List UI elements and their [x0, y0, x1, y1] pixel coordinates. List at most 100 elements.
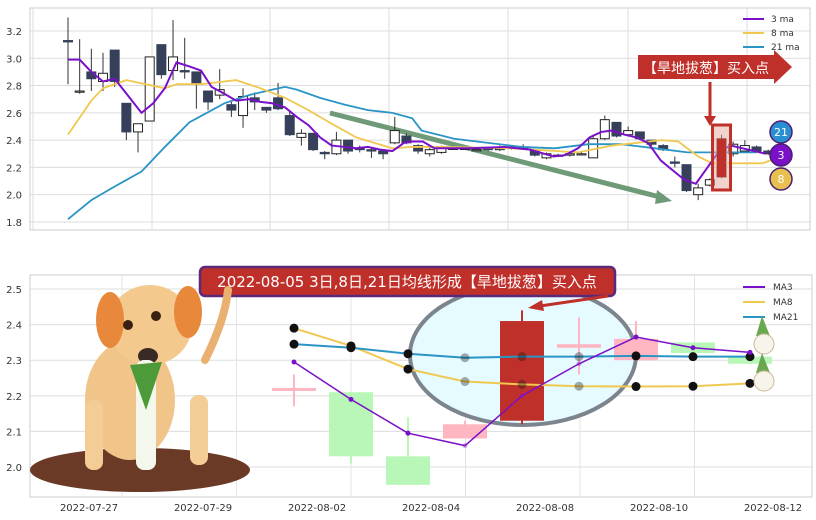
ma-line-3ma	[68, 58, 767, 185]
candle-body	[319, 151, 330, 155]
candle-body	[471, 149, 482, 152]
dog-ear	[96, 292, 124, 348]
signal-arrow-head	[528, 300, 544, 311]
ma-badge	[769, 120, 793, 144]
ma-point-ma21	[346, 343, 356, 353]
candle-body	[63, 40, 73, 43]
candle-body	[179, 70, 190, 73]
title-box	[198, 265, 617, 298]
candle-body	[203, 90, 214, 103]
candle-body	[386, 456, 430, 485]
ma-point-ma8	[745, 378, 755, 388]
candle-body	[226, 104, 237, 111]
ma-point-ma21	[403, 349, 413, 359]
leek-icon-leaves	[756, 353, 770, 373]
y-tick-label: 2.8	[6, 82, 22, 93]
candle-body	[144, 56, 155, 122]
candle-body	[576, 153, 587, 156]
candle-body	[329, 392, 373, 457]
leek-icon-bulb	[753, 370, 775, 392]
ma-point-ma8	[517, 379, 527, 389]
y-tick-label: 2.3	[6, 356, 22, 367]
ma-badge-label: 3	[778, 149, 785, 162]
ma-point-ma21	[574, 352, 584, 362]
ma-point-ma8	[631, 382, 641, 392]
downtrend-arrow	[329, 110, 661, 200]
candle-body	[389, 130, 400, 144]
y-tick-label: 2.2	[6, 392, 22, 403]
leek-icon	[753, 316, 775, 355]
downtrend-arrow-head	[655, 190, 672, 204]
ma-point-ma21	[745, 352, 755, 362]
dog-leg	[85, 400, 103, 470]
ma-badge-label: 21	[774, 126, 788, 139]
leek-icon-bulb	[753, 333, 775, 355]
buy-label-box	[638, 50, 792, 84]
ma-point-ma21	[289, 339, 299, 349]
ma-line-ma8	[293, 327, 751, 388]
candle-body	[443, 424, 487, 439]
y-tick-label: 3.2	[6, 27, 22, 38]
y-tick-label: 2.4	[6, 136, 22, 147]
candle-body	[424, 149, 435, 155]
legend-label: 8 ma	[771, 29, 794, 39]
ma-point-ma3	[747, 349, 753, 355]
buy-arrow-head	[704, 116, 716, 126]
buy-point-candle	[717, 138, 727, 177]
leek-icon	[753, 353, 775, 392]
dog-eye	[123, 320, 133, 330]
candle-body	[284, 115, 295, 136]
x-tick-label: 2022-08-08	[516, 503, 574, 514]
ma-point-ma3	[291, 359, 297, 365]
ma-point-ma3	[462, 443, 468, 449]
y-tick-label: 2.2	[6, 163, 22, 174]
candle-body	[74, 90, 85, 93]
candle-body	[272, 387, 316, 391]
x-tick-label: 2022-07-27	[60, 503, 118, 514]
candle-body	[191, 71, 202, 84]
ma-badge	[769, 167, 793, 191]
ma-line-21ma	[67, 86, 757, 220]
candle-body	[343, 139, 354, 152]
y-tick-label: 2.1	[6, 427, 22, 438]
dog-head	[108, 285, 192, 365]
ma-point-ma3	[633, 334, 639, 340]
candle-body	[378, 150, 389, 155]
candle-body	[121, 102, 132, 133]
candle-body	[614, 338, 658, 361]
y-tick-label: 1.8	[6, 218, 22, 229]
ma-point-ma3	[405, 430, 411, 436]
x-tick-label: 2022-08-12	[744, 503, 802, 514]
ma-point-ma8	[403, 364, 413, 374]
top-candlestick-chart: 1.8 2.0 2.2 2.4 2.6 2.8 3.0 3.2 【旱地拔葱】买入点 21 3 8 3 m…	[6, 7, 811, 231]
dog-eye	[151, 311, 161, 321]
candle-body	[156, 44, 167, 76]
candle-body	[599, 119, 610, 140]
candle-body	[366, 149, 377, 152]
ma-point-ma21	[631, 351, 641, 361]
y-tick-label: 2.6	[6, 109, 22, 120]
y-tick-label: 2.0	[6, 463, 22, 474]
y-tick-label: 2.4	[6, 321, 22, 332]
ma-point-ma8	[688, 381, 698, 391]
candle-body	[308, 132, 319, 151]
ma-badge-label: 8	[778, 173, 785, 186]
x-tick-label: 2022-07-29	[174, 503, 232, 514]
ma-badge	[769, 143, 793, 167]
ma-point-ma8	[289, 323, 299, 333]
buy-label: 【旱地拔葱】买入点	[643, 61, 769, 77]
ma-line-8ma	[67, 79, 782, 165]
candle-body	[133, 123, 144, 133]
ma-point-ma8	[460, 377, 470, 387]
x-tick-label: 2022-08-02	[288, 503, 346, 514]
candle-body	[109, 49, 120, 82]
ma-point-ma3	[576, 361, 582, 367]
candle-body	[611, 121, 622, 137]
ma-point-ma3	[690, 345, 696, 351]
candle-body	[500, 321, 544, 421]
legend-label: 3 ma	[771, 15, 794, 25]
dog-leg	[190, 395, 208, 465]
y-tick-label: 2.0	[6, 191, 22, 202]
